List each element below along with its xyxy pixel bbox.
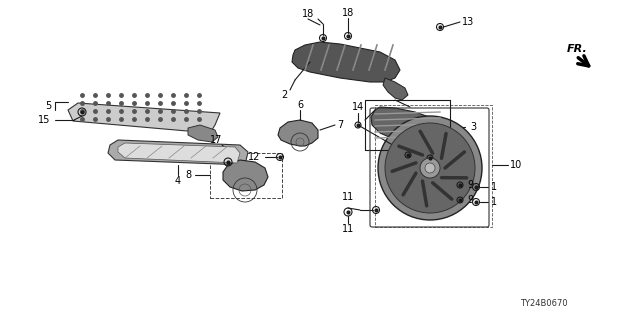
Text: 6: 6 — [297, 100, 303, 110]
Text: 16: 16 — [402, 160, 414, 170]
Text: 1: 1 — [491, 182, 497, 192]
Text: 7: 7 — [337, 120, 343, 130]
Text: 14: 14 — [352, 102, 364, 112]
Text: 11: 11 — [342, 192, 354, 202]
Text: 9: 9 — [467, 180, 473, 190]
Text: 4: 4 — [175, 176, 181, 186]
Circle shape — [420, 158, 440, 178]
Text: FR.: FR. — [567, 44, 588, 54]
Circle shape — [378, 116, 482, 220]
Text: 2: 2 — [281, 90, 287, 100]
Text: 15: 15 — [38, 115, 50, 125]
Polygon shape — [383, 78, 408, 100]
Text: 11: 11 — [342, 224, 354, 234]
Polygon shape — [278, 120, 318, 146]
Text: 8: 8 — [185, 170, 191, 180]
Polygon shape — [371, 107, 442, 145]
Polygon shape — [68, 103, 220, 133]
Circle shape — [385, 123, 475, 213]
Text: 3: 3 — [470, 122, 476, 132]
Text: 9: 9 — [467, 195, 473, 205]
Text: 18: 18 — [302, 9, 314, 19]
Text: 1: 1 — [491, 197, 497, 207]
Circle shape — [425, 163, 435, 173]
Polygon shape — [188, 125, 218, 142]
Text: 16: 16 — [424, 163, 436, 173]
Text: 17: 17 — [210, 135, 222, 145]
Text: 5: 5 — [45, 101, 51, 111]
Polygon shape — [118, 143, 240, 163]
Text: TY24B0670: TY24B0670 — [520, 299, 568, 308]
Polygon shape — [223, 160, 268, 191]
Polygon shape — [292, 42, 400, 82]
Text: 18: 18 — [342, 8, 354, 18]
Text: 10: 10 — [510, 160, 522, 170]
Text: 12: 12 — [248, 152, 260, 162]
Polygon shape — [108, 140, 248, 165]
Text: 13: 13 — [462, 17, 474, 27]
